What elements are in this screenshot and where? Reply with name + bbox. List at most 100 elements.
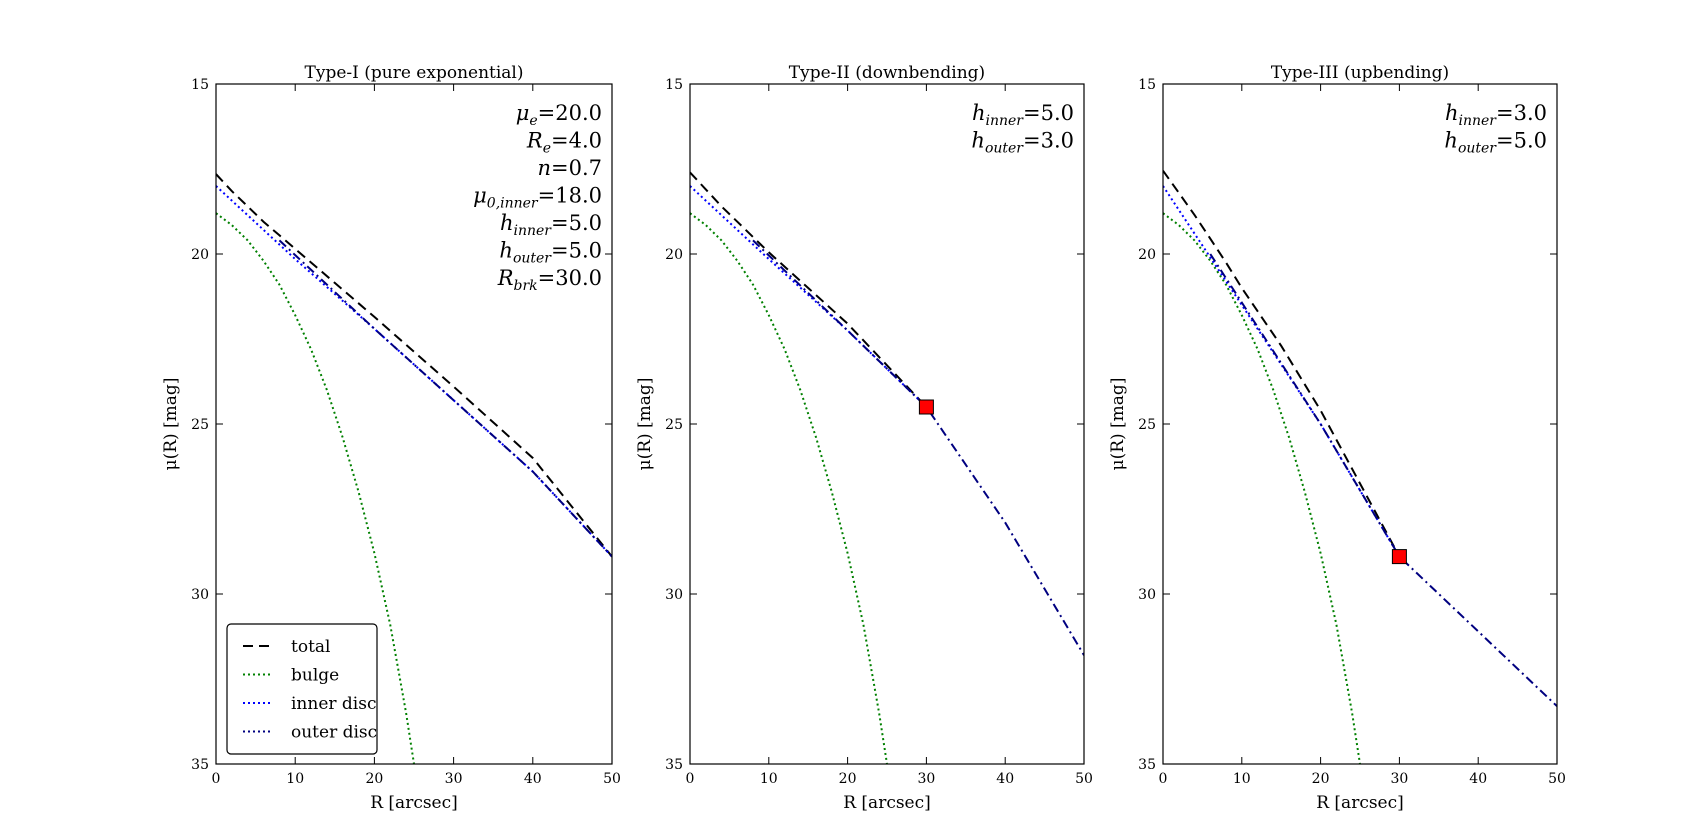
series-line-total xyxy=(1163,170,1401,558)
parameter-subscript: outer xyxy=(513,251,552,267)
parameter-annotation: hinner=3.0 xyxy=(1445,101,1547,129)
y-tick-label: 15 xyxy=(191,77,209,93)
parameter-annotation: Re=4.0 xyxy=(526,129,602,157)
series-line-total xyxy=(690,171,928,408)
parameter-annotation: Rbrk=30.0 xyxy=(497,266,602,294)
series-group xyxy=(690,171,1084,764)
y-tick-label: 35 xyxy=(665,757,683,773)
series-line-total xyxy=(216,173,612,558)
series-line-outer-disc xyxy=(278,239,612,558)
parameter-symbol: h xyxy=(499,239,513,263)
x-tick-label: 20 xyxy=(1312,771,1330,787)
parameter-subscript: outer xyxy=(1458,141,1497,157)
y-tick-label: 30 xyxy=(665,587,683,603)
x-tick-label: 10 xyxy=(1233,771,1251,787)
parameter-symbol: h xyxy=(500,211,514,235)
y-axis-label: μ(R) [mag] xyxy=(1108,378,1128,471)
parameter-value: =4.0 xyxy=(551,129,602,153)
parameter-symbol: μ xyxy=(473,184,487,208)
series-line-outer-disc xyxy=(752,239,1084,656)
y-tick-label: 35 xyxy=(1138,757,1156,773)
parameter-value: =18.0 xyxy=(538,184,602,208)
series-line-bulge xyxy=(1163,212,1361,764)
legend-label: total xyxy=(291,637,330,657)
panels: 0 10 20 30 40 50 15 20 25 30 35 Type-I (pure expone… xyxy=(161,63,1566,813)
parameter-symbol: μ xyxy=(516,101,530,125)
parameter-annotation: n=0.7 xyxy=(537,156,602,180)
x-tick-label: 20 xyxy=(839,771,857,787)
chart-panel-1: 0 10 20 30 40 50 15 20 25 30 35 Type-I (pure expone… xyxy=(161,63,621,813)
parameter-symbol: h xyxy=(1444,129,1458,153)
chart-panel-3: 0 10 20 30 40 50 15 20 25 30 35 Type-III (upbending… xyxy=(1108,63,1566,813)
legend-label: outer disc xyxy=(291,723,377,743)
x-tick-label: 50 xyxy=(1548,771,1566,787)
x-tick-label: 20 xyxy=(365,771,383,787)
x-tick-label: 40 xyxy=(1469,771,1487,787)
legend-box xyxy=(226,623,378,755)
parameter-subscript: brk xyxy=(514,278,538,294)
parameter-value: =20.0 xyxy=(538,101,602,125)
parameter-annotation: hinner=5.0 xyxy=(972,101,1074,129)
y-tick-label: 15 xyxy=(1138,77,1156,93)
parameter-value: =3.0 xyxy=(1023,129,1074,153)
y-tick-label: 30 xyxy=(1138,587,1156,603)
x-tick-label: 50 xyxy=(1075,771,1093,787)
break-marker xyxy=(1391,549,1407,565)
parameter-subscript: inner xyxy=(1459,113,1498,129)
y-tick-label: 30 xyxy=(191,587,209,603)
x-tick-label: 30 xyxy=(1390,771,1408,787)
parameter-value: =3.0 xyxy=(1496,101,1547,125)
parameter-subscript: inner xyxy=(986,113,1025,129)
series-line-inner-disc xyxy=(690,185,928,408)
series-group xyxy=(216,173,612,764)
parameter-value: =5.0 xyxy=(551,239,602,263)
parameter-value: =0.7 xyxy=(551,156,602,180)
chart-title: Type-I (pure exponential) xyxy=(305,63,524,83)
x-tick-label: 30 xyxy=(917,771,935,787)
legend-label: bulge xyxy=(291,666,339,686)
y-tick-label: 35 xyxy=(191,757,209,773)
y-tick-label: 25 xyxy=(191,417,209,433)
y-tick-label: 20 xyxy=(191,247,209,263)
parameter-subscript: outer xyxy=(985,141,1024,157)
parameter-annotation: μe=20.0 xyxy=(516,101,602,129)
parameter-symbol: h xyxy=(972,101,986,125)
x-tick-label: 40 xyxy=(996,771,1014,787)
y-tick-label: 20 xyxy=(1138,247,1156,263)
y-tick-label: 20 xyxy=(665,247,683,263)
parameter-subscript: e xyxy=(543,141,551,157)
parameter-symbol: R xyxy=(497,266,514,290)
x-tick-label: 0 xyxy=(1159,771,1168,787)
parameter-annotation: μ0,inner=18.0 xyxy=(473,184,602,212)
parameter-subscript: inner xyxy=(514,223,553,239)
parameter-value: =30.0 xyxy=(538,266,602,290)
parameter-annotation: houter=5.0 xyxy=(499,239,602,267)
legend-label: inner disc xyxy=(291,694,377,714)
series-line-bulge xyxy=(690,212,888,764)
x-tick-label: 50 xyxy=(603,771,621,787)
x-tick-label: 10 xyxy=(286,771,304,787)
x-axis-label: R [arcsec] xyxy=(370,793,458,813)
parameter-symbol: R xyxy=(526,129,543,153)
x-tick-label: 40 xyxy=(524,771,542,787)
parameter-symbol: h xyxy=(971,129,985,153)
chart-title: Type-II (downbending) xyxy=(789,63,985,83)
chart-title: Type-III (upbending) xyxy=(1271,63,1449,83)
x-axis-label: R [arcsec] xyxy=(1316,793,1404,813)
chart-legend: total bulge inner disc outer disc xyxy=(226,623,378,755)
x-tick-label: 10 xyxy=(760,771,778,787)
y-axis-label: μ(R) [mag] xyxy=(635,378,655,471)
parameter-value: =5.0 xyxy=(1023,101,1074,125)
parameter-annotation: houter=5.0 xyxy=(1444,129,1547,157)
x-axis-label: R [arcsec] xyxy=(843,793,931,813)
parameter-symbol: n xyxy=(537,156,551,180)
x-tick-label: 30 xyxy=(445,771,463,787)
y-tick-label: 25 xyxy=(1138,417,1156,433)
x-tick-label: 0 xyxy=(686,771,695,787)
parameter-value: =5.0 xyxy=(1496,129,1547,153)
y-axis-label: μ(R) [mag] xyxy=(161,378,181,471)
parameter-annotation: hinner=5.0 xyxy=(500,211,602,239)
break-marker xyxy=(918,399,934,415)
parameter-subscript: e xyxy=(529,113,537,129)
parameter-symbol: h xyxy=(1445,101,1459,125)
